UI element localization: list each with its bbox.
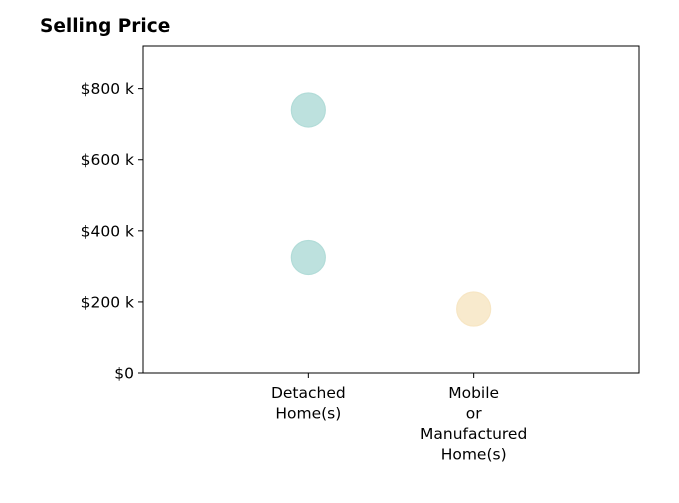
- y-tick-label: $0: [114, 365, 134, 383]
- y-tick-label: $400 k: [81, 222, 134, 240]
- chart-title: Selling Price: [40, 16, 171, 37]
- data-point: [456, 291, 492, 327]
- x-tick-label-line: Manufactured: [420, 425, 527, 443]
- x-tick-label-line: Detached: [271, 384, 346, 402]
- x-tick-label: Mobile or Manufactured Home(s): [420, 384, 527, 464]
- y-tick-label: $600 k: [81, 151, 134, 169]
- x-tick-label-line: Home(s): [275, 405, 341, 423]
- x-tick-label: Detached Home(s): [271, 384, 346, 423]
- x-tick-label-line: Mobile: [448, 384, 499, 402]
- x-tick-label-line: or: [466, 405, 482, 423]
- data-point: [290, 92, 326, 128]
- data-points: [290, 92, 492, 327]
- y-tick-label: $800 k: [81, 80, 134, 98]
- y-tick-label: $200 k: [81, 293, 134, 311]
- x-tick-label-line: Home(s): [441, 446, 507, 464]
- x-axis: Detached Home(s) Mobile or Manufactured Home(…: [271, 373, 527, 464]
- data-point: [290, 239, 326, 276]
- plot-frame: [142, 45, 640, 374]
- y-axis: $0 $200 k $400 k $600 k $800 k: [81, 80, 143, 383]
